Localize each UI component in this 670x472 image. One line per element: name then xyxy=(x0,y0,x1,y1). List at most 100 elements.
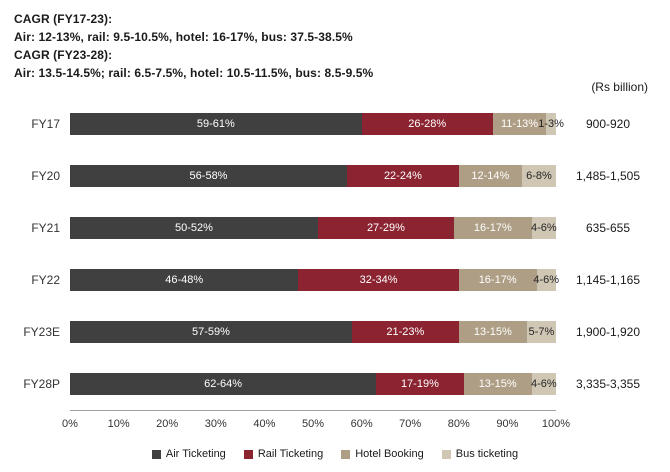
legend-swatch-hotel-booking xyxy=(341,449,351,459)
segment-air-ticketing: 50-52% xyxy=(70,217,318,239)
category-label-fy20: FY20 xyxy=(31,169,60,183)
legend-label: Air Ticketing xyxy=(165,448,226,460)
segment-label: 56-58% xyxy=(189,170,228,182)
segment-hotel-booking: 12-14% xyxy=(458,165,522,187)
x-tick-label: 70% xyxy=(399,418,422,430)
x-tick-label: 90% xyxy=(496,418,519,430)
category-label-fy17: FY17 xyxy=(31,117,60,131)
segment-bus-ticketing: 4-6% xyxy=(531,217,557,239)
segment-label: 32-34% xyxy=(359,274,398,286)
segment-air-ticketing: 57-59% xyxy=(70,321,352,343)
segment-air-ticketing: 46-48% xyxy=(70,269,299,291)
segment-rail-ticketing: 26-28% xyxy=(361,113,493,135)
segment-label: 4-6% xyxy=(533,274,560,286)
segment-label: 62-64% xyxy=(204,378,243,390)
bar-track-fy21: 50-52% 27-29% 16-17% 4-6% xyxy=(70,217,557,239)
total-value-fy22: 1,145-1,165 xyxy=(575,273,641,287)
bar-track-fy17: 59-61% 26-28% 11-13% 1-3% xyxy=(70,113,564,135)
segment-rail-ticketing: 22-24% xyxy=(347,165,459,187)
segment-label: 22-24% xyxy=(383,170,422,182)
bar-track-fy22: 46-48% 32-34% 16-17% 4-6% xyxy=(70,269,559,291)
cagr-fy17-23-values: Air: 12-13%, rail: 9.5-10.5%, hotel: 16-… xyxy=(14,30,353,44)
category-label-fy23e: FY23E xyxy=(23,325,60,339)
segment-bus-ticketing: 4-6% xyxy=(533,269,559,291)
segment-label: 13-15% xyxy=(478,378,517,390)
segment-rail-ticketing: 27-29% xyxy=(317,217,454,239)
x-tick-label: 30% xyxy=(204,418,227,430)
bar-row-fy21: FY21 50-52% 27-29% 16-17% 4-6% 635-655 xyxy=(14,202,656,254)
legend-item-hotel-booking: Hotel Booking xyxy=(341,448,424,460)
x-tick-label: 40% xyxy=(253,418,276,430)
x-tick-label: 50% xyxy=(301,418,325,430)
legend-label: Hotel Booking xyxy=(355,448,424,460)
segment-label: 16-17% xyxy=(473,222,512,234)
legend-swatch-air-ticketing xyxy=(151,449,161,459)
cagr-header: CAGR (FY17-23): Air: 12-13%, rail: 9.5-1… xyxy=(0,0,670,82)
segment-label: 46-48% xyxy=(165,274,204,286)
chart-legend: Air Ticketing Rail Ticketing Hotel Booking… xyxy=(0,448,670,460)
segment-label: 6-8% xyxy=(526,170,552,182)
category-label-fy28p: FY28P xyxy=(23,377,60,391)
total-value-fy17: 900-920 xyxy=(585,117,631,131)
segment-label: 5-7% xyxy=(528,326,555,338)
bar-track-fy28p: 62-64% 17-19% 13-15% 4-6% xyxy=(70,373,557,395)
x-tick-label: 10% xyxy=(107,418,130,430)
chart-rows: FY17 59-61% 26-28% 11-13% 1-3% 900-920 FY20 56-… xyxy=(14,98,656,410)
segment-label: 4-6% xyxy=(531,222,557,234)
x-tick-label: 60% xyxy=(350,418,373,430)
category-label-fy22: FY22 xyxy=(31,273,60,287)
x-tick-label: 20% xyxy=(156,418,179,430)
segment-label: 21-23% xyxy=(386,326,425,338)
segment-label: 1-3% xyxy=(538,118,564,130)
segment-bus-ticketing: 5-7% xyxy=(526,321,556,343)
segment-label: 59-61% xyxy=(196,118,235,130)
segment-label: 17-19% xyxy=(400,378,439,390)
segment-label: 13-15% xyxy=(473,326,512,338)
x-tick-label: 80% xyxy=(447,418,470,430)
legend-item-bus-ticketing: Bus ticketing xyxy=(441,448,518,460)
segment-rail-ticketing: 32-34% xyxy=(298,269,459,291)
segment-label: 12-14% xyxy=(471,170,510,182)
bar-track-fy23e: 57-59% 21-23% 13-15% 5-7% xyxy=(70,321,556,343)
segment-air-ticketing: 56-58% xyxy=(70,165,348,187)
unit-label: (Rs billion) xyxy=(591,80,648,94)
segment-label: 27-29% xyxy=(366,222,405,234)
stacked-bar-chart: FY17 59-61% 26-28% 11-13% 1-3% 900-920 FY20 56-… xyxy=(14,98,656,437)
legend-label: Rail Ticketing xyxy=(257,448,324,460)
segment-label: 11-13% xyxy=(500,118,539,130)
segment-air-ticketing: 62-64% xyxy=(70,373,377,395)
segment-bus-ticketing: 6-8% xyxy=(521,165,556,187)
segment-bus-ticketing: 1-3% xyxy=(538,113,564,135)
legend-swatch-bus-ticketing xyxy=(441,449,451,459)
segment-hotel-booking: 16-17% xyxy=(453,217,532,239)
segment-hotel-booking: 16-17% xyxy=(458,269,537,291)
category-label-fy21: FY21 xyxy=(31,221,60,235)
total-value-fy23e: 1,900-1,920 xyxy=(575,325,641,339)
x-tick-label: 100% xyxy=(541,418,571,430)
segment-label: 4-6% xyxy=(530,378,557,390)
bar-row-fy22: FY22 46-48% 32-34% 16-17% 4-6% 1,145-1,165 xyxy=(14,254,656,306)
bar-row-fy28p: FY28P 62-64% 17-19% 13-15% 4-6% 3,335-3,355 xyxy=(14,358,656,410)
total-value-fy20: 1,485-1,505 xyxy=(575,169,641,183)
bar-row-fy23e: FY23E 57-59% 21-23% 13-15% 5-7% 1,900-1,920 xyxy=(14,306,656,358)
cagr-fy17-23-title: CAGR (FY17-23): xyxy=(14,12,113,26)
segment-hotel-booking: 13-15% xyxy=(458,321,527,343)
segment-label: 26-28% xyxy=(408,118,447,130)
segment-label: 16-17% xyxy=(478,274,517,286)
total-value-fy21: 635-655 xyxy=(585,221,631,235)
segment-bus-ticketing: 4-6% xyxy=(530,373,557,395)
bar-row-fy17: FY17 59-61% 26-28% 11-13% 1-3% 900-920 xyxy=(14,98,656,150)
segment-rail-ticketing: 17-19% xyxy=(376,373,464,395)
segment-label: 50-52% xyxy=(174,222,213,234)
x-axis: 0% 10% 20% 30% 40% 50% 60% 70% 80% 90% 100% xyxy=(62,410,570,437)
legend-item-rail-ticketing: Rail Ticketing xyxy=(243,448,324,460)
legend-item-air-ticketing: Air Ticketing xyxy=(151,448,226,460)
cagr-fy23-28-title: CAGR (FY23-28): xyxy=(14,48,113,62)
legend-swatch-rail-ticketing xyxy=(243,449,253,459)
cagr-fy23-28-values: Air: 13.5-14.5%; rail: 6.5-7.5%, hotel: … xyxy=(14,66,374,80)
total-value-fy28p: 3,335-3,355 xyxy=(575,377,641,391)
segment-air-ticketing: 59-61% xyxy=(70,113,362,135)
bar-row-fy20: FY20 56-58% 22-24% 12-14% 6-8% 1,485-1,505 xyxy=(14,150,656,202)
segment-label: 57-59% xyxy=(191,326,230,338)
